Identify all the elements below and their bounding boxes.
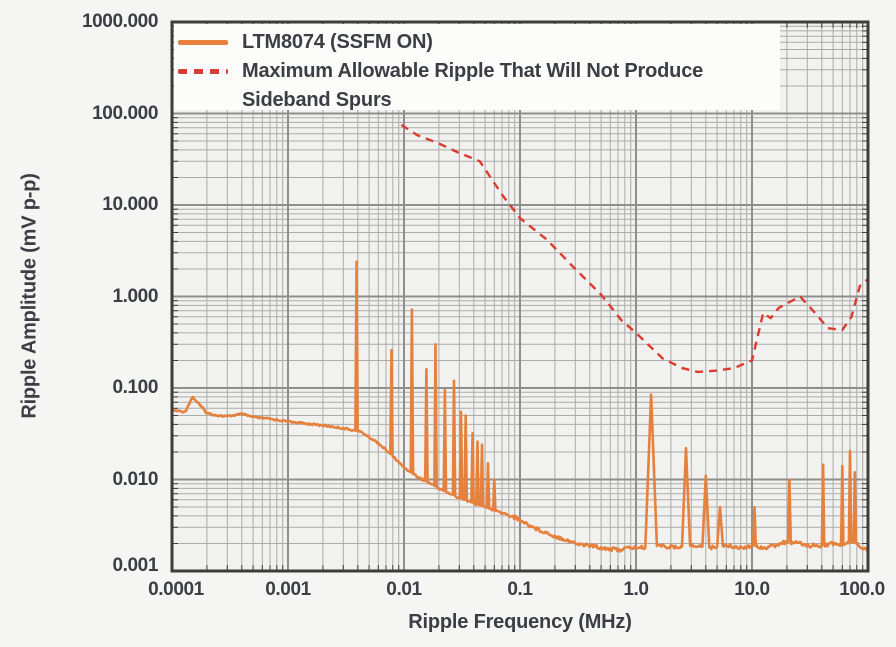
x-tick-label: 0.1	[507, 579, 533, 600]
y-tick-label: 10.000	[102, 194, 158, 215]
x-tick-label: 1.0	[623, 579, 649, 600]
x-tick-label: 0.0001	[148, 579, 204, 600]
legend-swatch-solid-line	[178, 40, 228, 45]
x-axis-title: Ripple Frequency (MHz)	[408, 611, 632, 633]
legend-label: LTM8074 (SSFM ON)	[242, 31, 433, 53]
x-tick-label: 100.0	[839, 579, 885, 600]
legend-item-ltm8074: LTM8074 (SSFM ON)	[178, 28, 778, 57]
x-tick-label: 0.01	[386, 579, 422, 600]
legend-item-max-ripple: Maximum Allowable Ripple That Will Not P…	[178, 57, 778, 86]
legend-label: Maximum Allowable Ripple That Will Not P…	[242, 60, 704, 82]
y-tick-label: 0.001	[112, 555, 158, 576]
legend-swatch-dashed-line	[178, 69, 228, 74]
y-tick-label: 1.000	[112, 286, 158, 307]
legend-label-wrap: Sideband Spurs	[242, 89, 392, 111]
x-tick-label: 10.0	[734, 579, 770, 600]
x-tick-label: 0.001	[265, 579, 311, 600]
y-tick-label: 1000.000	[81, 11, 158, 32]
y-tick-label: 100.000	[92, 103, 158, 124]
legend: LTM8074 (SSFM ON) Maximum Allowable Ripp…	[178, 28, 778, 115]
y-tick-label: 0.010	[112, 469, 158, 490]
y-tick-label: 0.100	[112, 377, 158, 398]
y-axis-title: Ripple Amplitude (mV p-p)	[18, 173, 41, 419]
